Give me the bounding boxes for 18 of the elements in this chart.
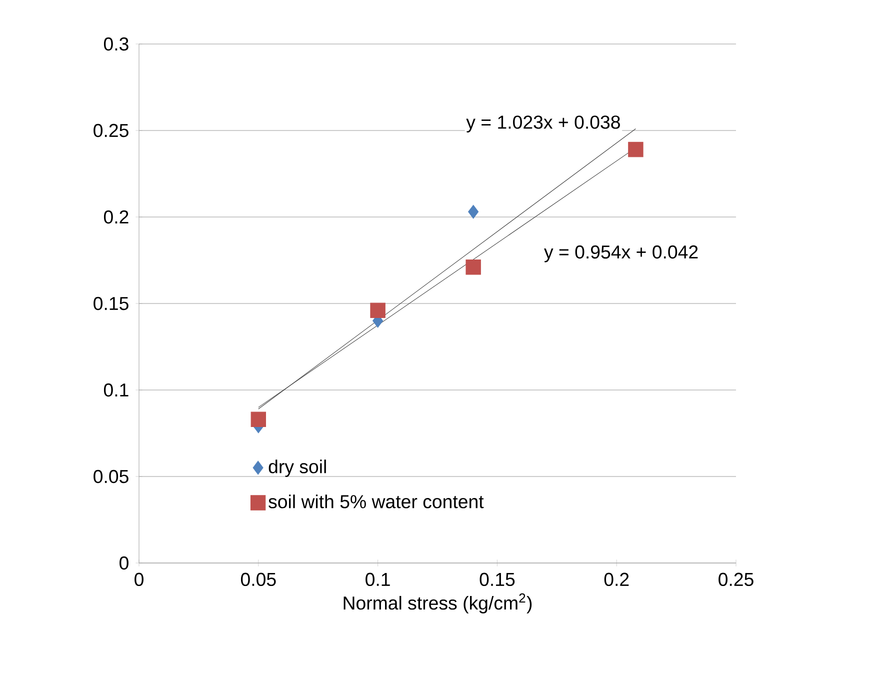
y-tick-label: 0.05 [94, 470, 128, 484]
y-tick-label: 0 [120, 556, 128, 570]
x-tick-label: 0.2 [604, 572, 629, 586]
annotation: y = 1.023x + 0.038 [466, 116, 620, 132]
x-tick-label: 0 [134, 572, 144, 586]
annotation: y = 0.954x + 0.042 [544, 245, 698, 262]
y-tick-label: 0.15 [94, 296, 128, 310]
y-tick-label: 0.3 [104, 37, 128, 51]
x-tick-label: 0.15 [480, 572, 515, 586]
x-axis-title: Normal stress (kg/cm$^{2}$) [344, 593, 532, 614]
x-tick-label: 0.1 [366, 572, 390, 586]
y-tick-label: 0.2 [104, 210, 128, 224]
y-tick-label: 0.25 [94, 124, 128, 138]
x-tick-label: 0.25 [718, 572, 754, 586]
legend-label: soil with 5% water content [268, 494, 484, 508]
x-tick-label: 0.05 [240, 572, 276, 586]
legend-label: dry soil [268, 460, 326, 477]
y-tick-label: 0.1 [104, 383, 128, 397]
